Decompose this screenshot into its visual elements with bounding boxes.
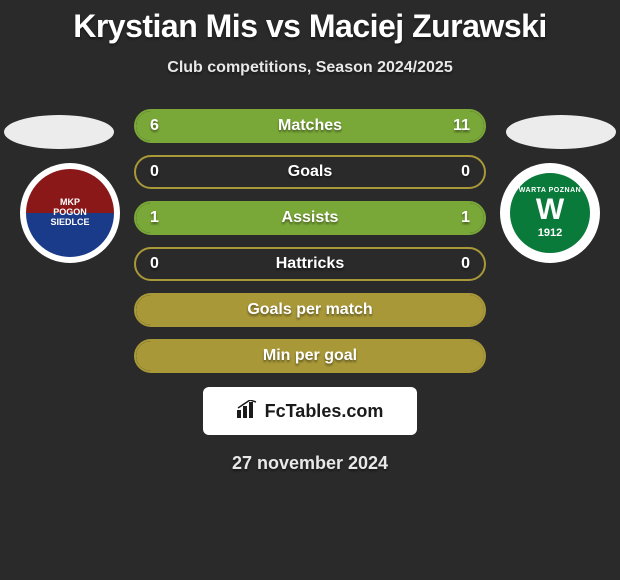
club-right-letter: W (536, 195, 564, 225)
club-badge-left-inner: MKP POGON SIEDLCE (26, 169, 114, 257)
stat-bar-label: Hattricks (276, 255, 344, 273)
stat-bar: 6 11 Matches (134, 109, 486, 143)
stat-bar: 0 0 Goals (134, 155, 486, 189)
club-right-year: 1912 (538, 227, 562, 239)
comparison-subtitle: Club competitions, Season 2024/2025 (0, 59, 620, 77)
player-silhouette-left (4, 115, 114, 149)
stat-bar-value-right: 1 (461, 209, 470, 227)
comparison-title: Krystian Mis vs Maciej Zurawski (0, 0, 620, 45)
stat-bar-label: Min per goal (263, 347, 357, 365)
player-silhouette-right (506, 115, 616, 149)
club-left-line3: SIEDLCE (50, 218, 89, 228)
stat-bar-value-left: 0 (150, 255, 159, 273)
stat-bar-label: Matches (278, 117, 342, 135)
stat-bar-value-left: 6 (150, 117, 159, 135)
stat-bar-value-left: 0 (150, 163, 159, 181)
stat-bars: 611Matches00Goals11Assists00HattricksGoa… (134, 109, 486, 373)
stat-bar-value-right: 0 (461, 255, 470, 273)
stat-bar-value-left: 1 (150, 209, 159, 227)
stat-bar-label: Assists (282, 209, 339, 227)
comparison-date: 27 november 2024 (0, 453, 620, 474)
comparison-content: MKP POGON SIEDLCE WARTA POZNAN W 1912 6 1… (0, 109, 620, 474)
stat-bar-label: Goals (288, 163, 332, 181)
footer-brand-text: FcTables.com (265, 401, 384, 422)
stat-bar: Min per goal (134, 339, 486, 373)
stat-bar: 0 0 Hattricks (134, 247, 486, 281)
stat-bar-value-right: 0 (461, 163, 470, 181)
stat-bar-label: Goals per match (247, 301, 372, 319)
club-badge-right-inner: WARTA POZNAN W 1912 (506, 169, 594, 257)
stat-bar-value-right: 11 (453, 117, 470, 135)
stat-bar: Goals per match (134, 293, 486, 327)
club-badge-left: MKP POGON SIEDLCE (20, 163, 120, 263)
chart-icon (237, 400, 259, 423)
club-badge-right: WARTA POZNAN W 1912 (500, 163, 600, 263)
footer-brand-badge: FcTables.com (203, 387, 417, 435)
stat-bar: 1 1 Assists (134, 201, 486, 235)
